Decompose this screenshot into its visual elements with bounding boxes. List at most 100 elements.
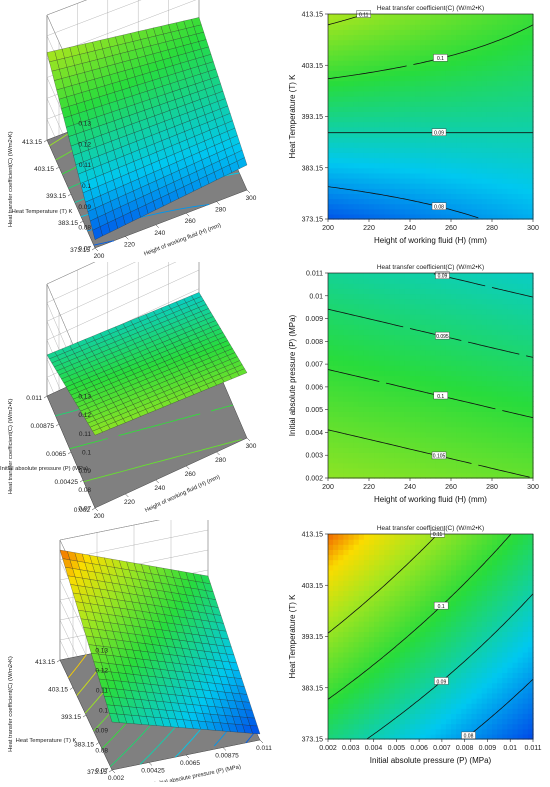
contour-cell xyxy=(349,60,355,66)
contour-cell xyxy=(466,163,472,169)
contour-cell xyxy=(333,340,339,346)
contour-cell xyxy=(513,365,519,371)
contour-cell xyxy=(518,163,524,169)
x-tick-label: 0.011 xyxy=(256,745,272,752)
contour-cell xyxy=(354,55,360,61)
contour-cell xyxy=(415,463,421,469)
contour-cell xyxy=(466,152,472,158)
contour-cell xyxy=(328,463,334,469)
contour-cell xyxy=(379,117,385,123)
contour-cell xyxy=(338,468,344,474)
contour-cell xyxy=(369,283,375,289)
contour-cell xyxy=(436,442,442,448)
contour-cell xyxy=(456,142,462,148)
contour-cell xyxy=(384,335,390,341)
contour-cell xyxy=(482,106,488,112)
contour-cell xyxy=(492,204,498,210)
contour-cell xyxy=(415,401,421,407)
contour-cell xyxy=(415,345,421,351)
y-tick xyxy=(56,424,59,426)
contour-cell xyxy=(451,183,457,189)
contour-cell xyxy=(456,391,462,397)
contour-cell xyxy=(420,86,426,92)
contour-cell xyxy=(338,570,344,576)
contour-cell xyxy=(425,458,431,464)
contour-cell xyxy=(487,178,493,184)
contour-cell xyxy=(466,381,472,387)
contour-cell xyxy=(472,365,478,371)
contour-cell xyxy=(497,396,503,402)
contour-cell xyxy=(390,204,396,210)
contour-cell xyxy=(379,35,385,41)
contour-cell xyxy=(492,173,498,179)
contour-cell xyxy=(395,50,401,56)
contour-cell xyxy=(349,304,355,310)
contour-cell xyxy=(364,183,370,189)
contour-cell xyxy=(379,40,385,46)
contour-cell xyxy=(343,106,349,112)
contour-cell xyxy=(349,273,355,279)
contour-cell xyxy=(354,40,360,46)
contour-cell xyxy=(328,376,334,382)
contour-cell xyxy=(482,324,488,330)
contour-cell xyxy=(487,335,493,341)
contour-cell xyxy=(405,468,411,474)
contour-cell xyxy=(349,81,355,87)
contour-cell xyxy=(487,294,493,300)
contour-cell xyxy=(359,193,365,199)
contour-cell xyxy=(379,463,385,469)
contour-cell xyxy=(420,294,426,300)
contour-cell xyxy=(374,463,380,469)
contour-cell xyxy=(343,703,349,709)
contour-cell xyxy=(492,158,498,164)
contour-cell xyxy=(451,319,457,325)
contour-cell xyxy=(451,299,457,305)
contour-cell xyxy=(405,35,411,41)
contour-cell xyxy=(441,432,447,438)
contour-cell xyxy=(441,340,447,346)
contour-cell xyxy=(518,106,524,112)
contour-cell xyxy=(461,463,467,469)
contour-cell xyxy=(497,278,503,284)
contour-cell xyxy=(436,376,442,382)
contour-cell xyxy=(390,19,396,25)
contour-cell xyxy=(333,152,339,158)
contour-cell xyxy=(400,45,406,51)
contour-cell xyxy=(461,350,467,356)
contour-cell xyxy=(502,437,508,443)
contour-cell xyxy=(415,91,421,97)
contour-cell xyxy=(502,40,508,46)
contour-cell xyxy=(354,647,360,653)
contour-cell xyxy=(359,183,365,189)
contour-cell xyxy=(451,447,457,453)
contour-cell xyxy=(477,19,483,25)
x-tick-label: 280 xyxy=(215,207,226,214)
contour-cell xyxy=(523,122,529,128)
contour-cell xyxy=(369,193,375,199)
contour-cell xyxy=(472,168,478,174)
contour-cell xyxy=(349,698,355,704)
contour-cell xyxy=(410,381,416,387)
contour-cell xyxy=(466,304,472,310)
contour-cell xyxy=(333,45,339,51)
contour-cell xyxy=(492,163,498,169)
contour-cell xyxy=(338,163,344,169)
contour-cell xyxy=(415,204,421,210)
contour-cell xyxy=(349,199,355,205)
contour-cell xyxy=(349,183,355,189)
contour-cell xyxy=(395,137,401,143)
contour-cell xyxy=(333,91,339,97)
contour-cell xyxy=(379,447,385,453)
contour-cell xyxy=(446,314,452,320)
contour-cell xyxy=(384,278,390,284)
contour-cell xyxy=(451,147,457,153)
contour-cell xyxy=(425,299,431,305)
contour-cell xyxy=(410,422,416,428)
contour-cell xyxy=(338,560,344,566)
contour-cell xyxy=(338,91,344,97)
contour-cell xyxy=(431,35,437,41)
contour-cell xyxy=(487,452,493,458)
contour-cell xyxy=(390,117,396,123)
contour-cell xyxy=(328,127,334,133)
contour-cell xyxy=(487,288,493,294)
